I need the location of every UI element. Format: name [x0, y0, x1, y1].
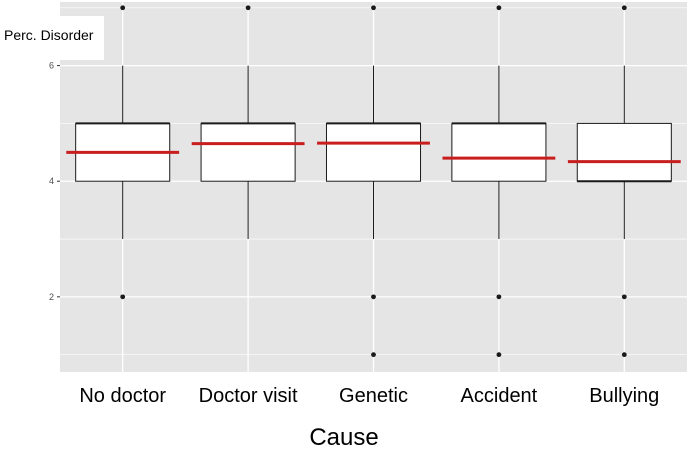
- box: [451, 122, 547, 182]
- outlier-point: [496, 294, 502, 300]
- outlier-point: [496, 352, 502, 358]
- x-tick-label: Genetic: [339, 385, 408, 407]
- x-tick-label: Accident: [461, 385, 538, 407]
- y-axis-label-box: [0, 16, 104, 60]
- y-tick-label: 6: [49, 61, 54, 71]
- x-axis-title: Cause: [309, 424, 379, 451]
- outlier-point: [621, 294, 627, 300]
- outlier-point: [371, 5, 376, 11]
- box: [576, 122, 672, 182]
- y-tick-label: 2: [49, 292, 54, 302]
- outlier-point: [245, 5, 251, 11]
- outlier-point: [621, 352, 627, 358]
- outlier-point: [496, 5, 502, 11]
- x-tick-label: Doctor visit: [199, 385, 298, 407]
- outlier-point: [621, 5, 627, 11]
- outlier-point: [371, 352, 376, 358]
- x-tick-label: Bullying: [589, 385, 659, 407]
- outlier-point: [371, 294, 376, 300]
- y-axis-label: Perc. Disorder: [4, 27, 94, 43]
- x-tick-label: No doctor: [79, 385, 166, 407]
- outlier-point: [120, 294, 126, 300]
- box: [200, 122, 296, 182]
- box: [325, 122, 422, 182]
- y-tick-label: 4: [49, 176, 54, 186]
- outlier-point: [120, 5, 126, 11]
